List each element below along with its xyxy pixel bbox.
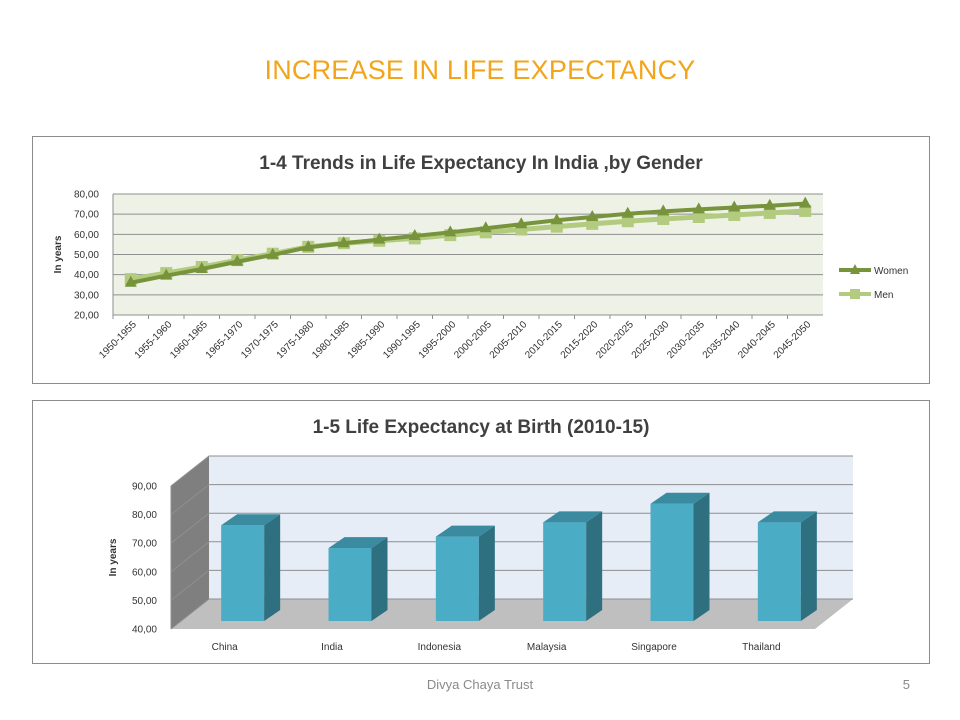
chart1-legend-label: Men	[874, 290, 893, 301]
chart2-y-tick-label: 80,00	[132, 510, 157, 521]
chart2-y-tick-label: 70,00	[132, 539, 157, 550]
chart2-y-axis-label: In years	[108, 538, 119, 576]
chart1-point-women	[799, 196, 812, 208]
chart1-point-men	[692, 210, 705, 223]
chart1-point-women	[550, 213, 563, 225]
chart2-bar-front	[757, 522, 801, 621]
chart1-title: 1-4 Trends in Life Expectancy In India ,…	[259, 153, 703, 174]
chart1-point-women	[160, 268, 173, 280]
chart1-point-women	[195, 262, 208, 274]
chart1-point-men	[763, 206, 776, 219]
chart2-y-tick-label: 60,00	[132, 567, 157, 578]
chart2-x-tick-label: India	[321, 642, 343, 653]
chart2-title: 1-5 Life Expectancy at Birth (2010-15)	[313, 417, 650, 438]
chart1-point-men	[728, 208, 741, 221]
chart1-y-tick-label: 60,00	[74, 230, 99, 241]
chart2-gridline	[170, 455, 853, 487]
chart2-x-tick-label: Singapore	[631, 642, 677, 653]
chart2-gridline	[170, 569, 853, 601]
chart1-legend-marker-men	[850, 289, 860, 299]
chart1-point-men	[621, 215, 634, 228]
chart2-x-tick-label: Malaysia	[527, 642, 567, 653]
chart1-y-tick-label: 80,00	[74, 190, 99, 201]
chart2-bar-side	[371, 537, 388, 621]
chart1-point-women	[266, 247, 279, 259]
chart2-bar-top	[435, 525, 495, 537]
chart1-point-women	[763, 198, 776, 210]
chart2-bar-side	[586, 511, 603, 621]
chart1-legend-marker-women	[850, 264, 860, 274]
chart2-bar-front	[543, 522, 587, 621]
chart2-bar-front	[221, 525, 265, 621]
chart2-bar-front	[435, 536, 479, 621]
chart2-gridline	[170, 541, 853, 573]
chart2-bar-side	[693, 492, 710, 621]
chart1-point-women	[408, 228, 421, 240]
chart2-gridline	[170, 512, 853, 544]
chart2-y-tick-label: 40,00	[132, 625, 157, 636]
chart1-point-women	[515, 217, 528, 229]
chart1-point-men	[799, 204, 812, 217]
chart1-y-tick-label: 30,00	[74, 290, 99, 301]
chart1-point-women	[692, 202, 705, 214]
life-expectancy-birth-chart: 1-5 Life Expectancy at Birth (2010-15) 40…	[32, 400, 930, 664]
chart2-bar-side	[800, 511, 817, 621]
chart1-point-women	[373, 232, 386, 244]
chart1-point-women	[124, 275, 137, 287]
chart1-point-women	[302, 240, 315, 252]
chart2-bar-top	[221, 514, 281, 526]
chart2-y-tick-label: 90,00	[132, 482, 157, 493]
chart1-legend-label: Women	[874, 266, 908, 277]
chart2-bar-side	[478, 525, 495, 621]
chart2-bar-top	[757, 511, 817, 523]
chart2-x-tick-label: Thailand	[742, 642, 780, 653]
chart1-point-women	[479, 221, 492, 233]
chart1-point-women	[337, 236, 350, 248]
chart1-series-line-women	[130, 201, 806, 285]
chart2-bar-top	[328, 537, 388, 549]
chart2-gridline	[170, 598, 853, 630]
chart1-point-women	[621, 206, 634, 218]
chart2-back-wall	[209, 456, 853, 599]
footer-organization: Divya Chaya Trust	[426, 677, 534, 692]
chart1-y-tick-label: 40,00	[74, 270, 99, 281]
chart2-x-tick-label: Indonesia	[418, 642, 462, 653]
chart1-point-women	[657, 204, 670, 216]
slide-title: INCREASE IN LIFE EXPECTANCY	[264, 55, 696, 85]
chart2-gridline	[170, 484, 853, 515]
chart2-bar-front	[650, 503, 694, 621]
chart1-point-women	[231, 254, 244, 266]
chart1-y-tick-label: 20,00	[74, 311, 99, 322]
chart2-side-wall	[171, 456, 209, 629]
birth-chart-svg: 1-5 Life Expectancy at Birth (2010-15) 40…	[108, 417, 853, 653]
chart1-point-women	[444, 225, 457, 237]
chart1-y-tick-label: 70,00	[74, 210, 99, 221]
chart1-y-axis-label: In years	[53, 235, 64, 273]
chart2-bar-side	[264, 514, 281, 621]
chart2-x-tick-label: China	[212, 642, 239, 653]
chart1-x-tick-label: 2045-2050	[772, 319, 814, 361]
life-expectancy-trend-chart: 1-4 Trends in Life Expectancy In India ,…	[32, 136, 930, 384]
chart1-point-men	[657, 213, 670, 226]
chart2-bar-top	[650, 492, 710, 504]
chart1-y-tick-label: 50,00	[74, 250, 99, 261]
trend-chart-svg: 1-4 Trends in Life Expectancy In India ,…	[53, 153, 908, 361]
chart2-y-tick-label: 50,00	[132, 596, 157, 607]
chart1-point-women	[586, 209, 599, 221]
chart2-bar-top	[543, 511, 603, 523]
chart1-point-women	[728, 200, 741, 212]
page-number: 5	[902, 677, 910, 692]
chart2-bar-front	[328, 548, 372, 621]
